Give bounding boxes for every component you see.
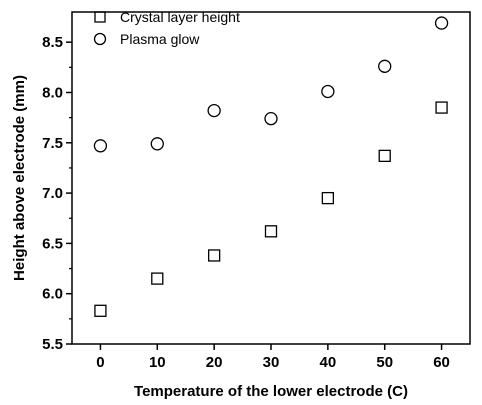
point-crystal-layer-height: [151, 272, 164, 285]
y-tick-label: 8.0: [42, 84, 63, 101]
point-plasma-glow: [93, 139, 108, 153]
y-tick-label: 7.5: [42, 135, 63, 152]
x-axis: 0 10 20 30 40 50 60: [96, 344, 450, 371]
y-tick-label: 5.5: [42, 336, 63, 353]
point-plasma-glow: [207, 103, 221, 118]
point-plasma-glow: [321, 84, 335, 99]
x-tick-label: 20: [206, 354, 223, 371]
point-crystal-layer-height: [321, 191, 335, 205]
x-tick-label: 50: [376, 354, 393, 371]
point-plasma-glow: [264, 111, 278, 126]
legend-marker-crystal-layer-height: [94, 11, 106, 23]
x-tick-label: 60: [433, 354, 450, 371]
y-axis: 5.5 6.0 6.5 7.0 7.5 8.0 8.5: [42, 34, 72, 353]
legend-label-plasma-glow: Plasma glow: [120, 31, 200, 47]
point-crystal-layer-height: [435, 101, 448, 114]
y-tick-label: 7.0: [42, 185, 63, 202]
point-crystal-layer-height: [264, 225, 278, 238]
data-points: [93, 16, 449, 317]
x-axis-title: Temperature of the lower electrode (C): [134, 383, 408, 400]
x-tick-label: 40: [320, 354, 337, 371]
point-plasma-glow: [434, 16, 449, 30]
x-tick-label: 10: [149, 354, 166, 371]
point-plasma-glow: [150, 137, 164, 151]
y-axis-title: Height above electrode (mm): [11, 75, 28, 281]
point-crystal-layer-height: [207, 249, 221, 262]
y-tick-label: 8.5: [42, 34, 63, 51]
legend: Crystal layer height Plasma glow: [93, 9, 240, 47]
legend-marker-plasma-glow: [93, 32, 107, 46]
y-tick-label: 6.0: [42, 286, 63, 303]
x-tick-label: 0: [96, 354, 104, 371]
plot-area-frame: [71, 11, 471, 345]
point-plasma-glow: [378, 59, 392, 73]
legend-label-crystal-layer-height: Crystal layer height: [120, 9, 240, 25]
point-crystal-layer-height: [94, 304, 107, 317]
y-tick-label: 6.5: [42, 235, 63, 252]
x-tick-label: 30: [263, 354, 280, 371]
point-crystal-layer-height: [378, 149, 391, 163]
